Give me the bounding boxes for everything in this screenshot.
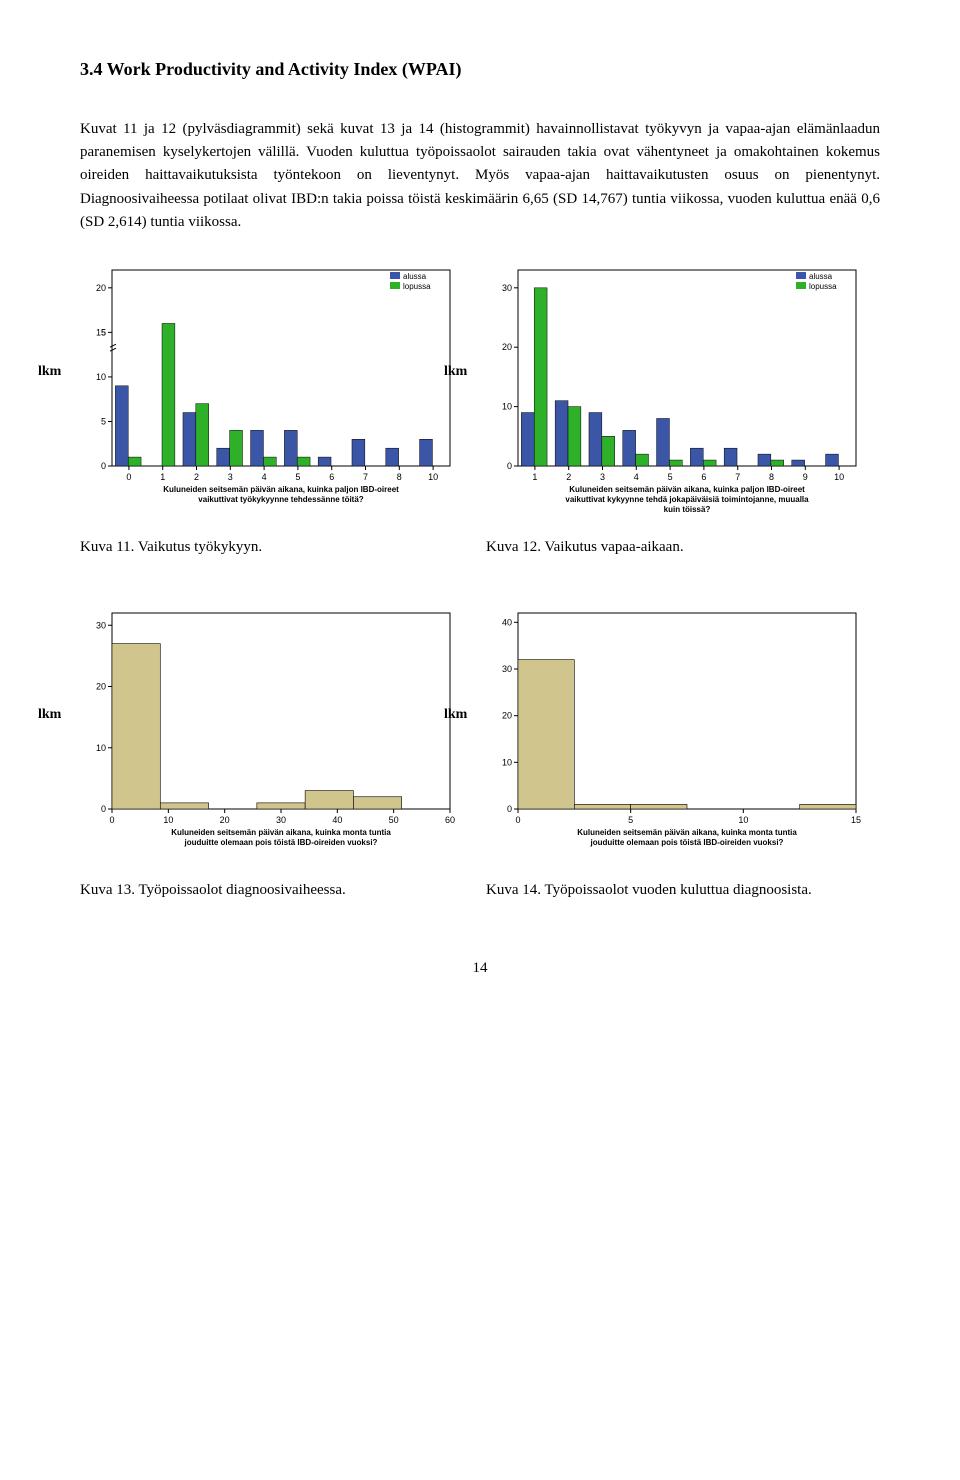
svg-text:60: 60: [445, 815, 455, 825]
svg-text:1: 1: [532, 472, 537, 482]
chart-14: 0 10 20 30 40 0 5 10 15 Kuluneiden seitsemän päiv…: [486, 605, 866, 865]
chart-14-cell: lkm 010203040051015Kuluneiden seitsemän …: [486, 605, 880, 865]
svg-text:0: 0: [515, 815, 520, 825]
chart-11-cell: lkm 05101520501234567810Kuluneiden seits…: [80, 262, 474, 522]
svg-text:8: 8: [769, 472, 774, 482]
svg-text:Kuluneiden seitsemän päivän ai: Kuluneiden seitsemän päivän aikana, kuin…: [569, 485, 805, 494]
svg-text:5: 5: [295, 472, 300, 482]
chart-13-cell: lkm 0 10 20 30 0 10 20 30 40 50 60 Kuluneiden seits…: [80, 605, 474, 865]
svg-text:5: 5: [668, 472, 673, 482]
page-number: 14: [80, 957, 880, 980]
svg-text:7: 7: [735, 472, 740, 482]
svg-text:Kuluneiden seitsemän päivän ai: Kuluneiden seitsemän päivän aikana, kuin…: [171, 828, 391, 837]
svg-text:6: 6: [701, 472, 706, 482]
svg-text:3: 3: [228, 472, 233, 482]
svg-text:alussa: alussa: [809, 272, 833, 281]
svg-text:lopussa: lopussa: [403, 282, 431, 291]
svg-text:jouduitte olemaan pois töistä: jouduitte olemaan pois töistä IBD-oireid…: [590, 838, 784, 847]
charts-row-1: lkm 05101520501234567810Kuluneiden seits…: [80, 262, 880, 522]
svg-text:20: 20: [220, 815, 230, 825]
svg-text:10: 10: [738, 815, 748, 825]
svg-text:5: 5: [101, 328, 106, 338]
svg-text:20: 20: [502, 342, 512, 352]
svg-text:3: 3: [600, 472, 605, 482]
svg-text:0: 0: [101, 804, 106, 814]
caption-14: Kuva 14. Työpoissaolot vuoden kuluttua d…: [486, 879, 880, 902]
charts-row-2: lkm 01020300102030405060Kuluneiden seits…: [80, 605, 880, 865]
section-title: 3.4 Work Productivity and Activity Index…: [80, 56, 880, 84]
svg-text:40: 40: [502, 618, 512, 628]
svg-text:9: 9: [803, 472, 808, 482]
caption-13: Kuva 13. Työpoissaolot diagnoosivaiheess…: [80, 879, 474, 902]
svg-text:10: 10: [163, 815, 173, 825]
svg-text:2: 2: [566, 472, 571, 482]
svg-text:8: 8: [397, 472, 402, 482]
svg-text:30: 30: [502, 283, 512, 293]
svg-text:20: 20: [96, 283, 106, 293]
svg-text:50: 50: [389, 815, 399, 825]
svg-text:alussa: alussa: [403, 272, 427, 281]
svg-text:4: 4: [262, 472, 267, 482]
ylabel-outer-13: lkm: [38, 704, 61, 726]
svg-text:lopussa: lopussa: [809, 282, 837, 291]
chart-13: 0 10 20 30 0 10 20 30 40 50 60 Kuluneiden seitsemän…: [80, 605, 460, 865]
svg-text:2: 2: [194, 472, 199, 482]
svg-text:7: 7: [363, 472, 368, 482]
svg-text:0: 0: [101, 461, 106, 471]
svg-text:vaikuttivat kykyynne tehdä jok: vaikuttivat kykyynne tehdä jokapäiväisiä…: [565, 495, 809, 504]
svg-text:10: 10: [834, 472, 844, 482]
chart-12: 0 10 20 30 1 2 3 4 5 6 7 8 9 10 Kuluneiden seitsemän p…: [486, 262, 866, 522]
svg-text:kuin töissä?: kuin töissä?: [664, 505, 711, 514]
svg-text:1: 1: [160, 472, 165, 482]
caption-12: Kuva 12. Vaikutus vapaa-aikaan.: [486, 536, 880, 559]
svg-text:30: 30: [502, 664, 512, 674]
svg-text:20: 20: [96, 682, 106, 692]
ylabel-outer-14: lkm: [444, 704, 467, 726]
chart-12-cell: lkm 010203012345678910Kuluneiden seitsem…: [486, 262, 880, 522]
svg-text:10: 10: [428, 472, 438, 482]
svg-text:5: 5: [628, 815, 633, 825]
ylabel-outer-12: lkm: [444, 361, 467, 383]
svg-text:15: 15: [851, 815, 861, 825]
svg-text:vaikuttivat työkykyynne tehdes: vaikuttivat työkykyynne tehdessänne töit…: [198, 495, 364, 504]
svg-text:Kuluneiden seitsemän päivän ai: Kuluneiden seitsemän päivän aikana, kuin…: [163, 485, 399, 494]
chart-11: 05101520501234567810Kuluneiden seitsemän…: [80, 262, 460, 522]
svg-text:30: 30: [96, 621, 106, 631]
svg-text:0: 0: [507, 461, 512, 471]
svg-text:30: 30: [276, 815, 286, 825]
svg-text:6: 6: [329, 472, 334, 482]
body-paragraph: Kuvat 11 ja 12 (pylväsdiagrammit) sekä k…: [80, 118, 880, 234]
ylabel-outer-11: lkm: [38, 361, 61, 383]
caption-11: Kuva 11. Vaikutus työkykyyn.: [80, 536, 474, 559]
svg-text:Kuluneiden seitsemän päivän ai: Kuluneiden seitsemän päivän aikana, kuin…: [577, 828, 797, 837]
svg-text:5: 5: [101, 417, 106, 427]
svg-text:20: 20: [502, 711, 512, 721]
svg-text:10: 10: [96, 743, 106, 753]
svg-text:jouduitte olemaan pois töistä: jouduitte olemaan pois töistä IBD-oireid…: [184, 838, 378, 847]
svg-text:40: 40: [332, 815, 342, 825]
svg-text:10: 10: [502, 758, 512, 768]
svg-text:10: 10: [502, 402, 512, 412]
caption-row-1: Kuva 11. Vaikutus työkykyyn. Kuva 12. Va…: [80, 536, 880, 559]
svg-text:0: 0: [126, 472, 131, 482]
svg-text:0: 0: [109, 815, 114, 825]
svg-text:0: 0: [507, 804, 512, 814]
svg-text:10: 10: [96, 372, 106, 382]
caption-row-2: Kuva 13. Työpoissaolot diagnoosivaiheess…: [80, 879, 880, 902]
svg-text:4: 4: [634, 472, 639, 482]
